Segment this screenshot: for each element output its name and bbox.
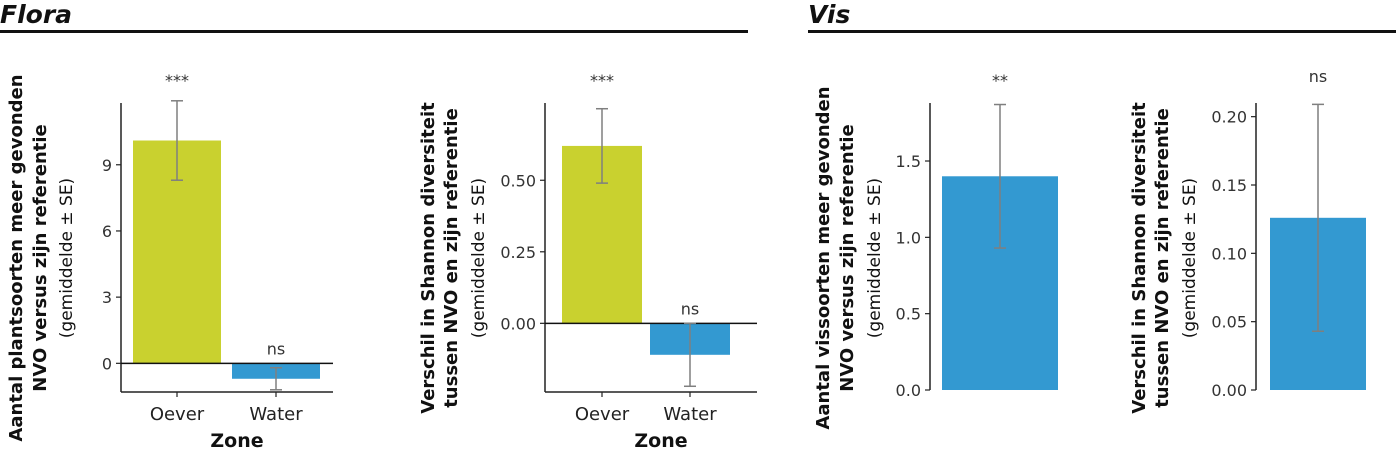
section-divider-flora <box>0 30 748 33</box>
y-tick-label: 0.25 <box>500 243 536 262</box>
y-axis-title-line: tussen NVO en zijn referentie <box>1152 108 1173 408</box>
y-axis-title-line: (gemiddelde ± SE) <box>1180 178 1200 338</box>
y-axis-title-line: (gemiddelde ± SE) <box>57 178 77 338</box>
x-tick-label: Oever <box>150 404 205 425</box>
significance-label: ns <box>267 339 285 358</box>
y-tick-label: 0.00 <box>500 314 536 333</box>
x-tick-label: Water <box>663 404 717 425</box>
y-tick-label: 0.5 <box>896 305 921 324</box>
y-axis-title-line: Verschil in Shannon diversiteit <box>1129 102 1150 414</box>
y-tick-label: 1.0 <box>896 228 921 247</box>
significance-label: *** <box>165 71 189 90</box>
y-tick-label: 1.5 <box>896 152 921 171</box>
x-axis-title: Zone <box>210 430 263 452</box>
y-tick-label: 0.50 <box>500 171 536 190</box>
y-axis-title-line: (gemiddelde ± SE) <box>865 178 885 338</box>
significance-label: *** <box>590 71 614 90</box>
significance-label: ns <box>1309 67 1327 86</box>
y-tick-label: 0.05 <box>1211 313 1247 332</box>
y-tick-label: 3 <box>102 288 112 307</box>
significance-label: ns <box>681 299 699 318</box>
y-axis-title-line: NVO versus zijn referentie <box>30 124 51 391</box>
y-tick-label: 0.0 <box>896 381 921 400</box>
y-axis-title-line: tussen NVO en zijn referentie <box>441 108 462 408</box>
y-tick-label: 0.00 <box>1211 381 1247 400</box>
y-axis-title-line: Aantal plantsoorten meer gevonden <box>6 74 27 441</box>
section-title-vis: Vis <box>808 0 851 29</box>
y-tick-label: 0 <box>102 354 112 373</box>
x-tick-label: Water <box>249 404 303 425</box>
section-divider-vis <box>808 30 1396 33</box>
significance-label: ** <box>992 71 1008 90</box>
y-tick-label: 6 <box>102 222 112 241</box>
y-tick-label: 0.15 <box>1211 176 1247 195</box>
y-tick-label: 9 <box>102 156 112 175</box>
y-tick-label: 0.20 <box>1211 108 1247 127</box>
section-title-flora: Flora <box>0 0 73 29</box>
y-tick-label: 0.10 <box>1211 244 1247 263</box>
y-axis-title-line: Verschil in Shannon diversiteit <box>418 102 439 414</box>
y-axis-title-line: Aantal vissoorten meer gevonden <box>813 86 834 429</box>
x-axis-title: Zone <box>634 430 687 452</box>
y-axis-title-line: NVO versus zijn referentie <box>837 124 858 391</box>
y-axis-title-line: (gemiddelde ± SE) <box>469 178 489 338</box>
x-tick-label: Oever <box>575 404 630 425</box>
